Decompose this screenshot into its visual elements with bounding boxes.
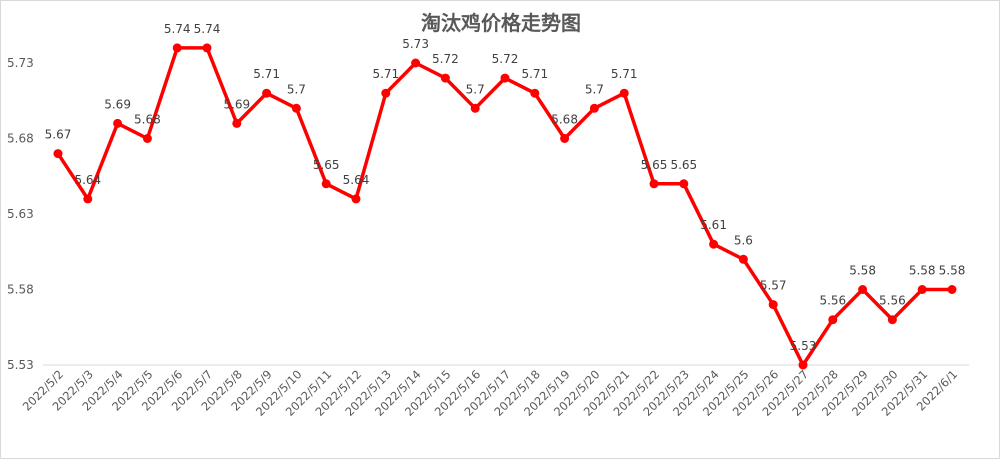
data-label: 5.58 [849, 264, 876, 278]
data-point [560, 134, 570, 143]
data-label: 5.64 [343, 173, 370, 187]
data-label: 5.65 [313, 158, 340, 172]
data-label: 5.68 [134, 113, 161, 127]
data-point [202, 43, 212, 53]
data-label: 5.71 [611, 67, 638, 81]
data-point [738, 254, 748, 264]
data-point [232, 118, 242, 128]
data-label: 5.71 [521, 67, 548, 81]
data-label: 5.74 [164, 22, 191, 36]
data-label: 5.69 [223, 97, 250, 111]
data-point [83, 194, 93, 204]
data-label: 5.74 [194, 22, 221, 36]
data-point [828, 315, 838, 325]
data-label: 5.65 [641, 158, 668, 172]
data-label: 5.64 [74, 173, 101, 187]
data-point [619, 88, 629, 98]
data-label: 5.58 [939, 264, 966, 278]
data-label: 5.57 [760, 279, 787, 293]
data-point [887, 315, 897, 325]
data-point [649, 179, 659, 189]
data-label: 5.71 [372, 67, 399, 81]
data-point [113, 118, 123, 128]
y-tick-label: 5.53 [7, 358, 34, 372]
y-tick-label: 5.68 [7, 132, 34, 146]
data-label: 5.71 [253, 67, 280, 81]
data-label: 5.72 [432, 52, 459, 66]
data-label: 5.73 [402, 37, 429, 51]
data-point [470, 103, 480, 113]
data-point [351, 194, 361, 204]
data-point [530, 88, 540, 98]
data-label: 5.53 [790, 339, 817, 353]
data-point [768, 300, 778, 310]
data-label: 5.6 [734, 233, 753, 247]
data-label: 5.61 [700, 218, 727, 232]
data-label: 5.72 [492, 52, 519, 66]
data-label: 5.7 [466, 82, 485, 96]
y-tick-label: 5.63 [7, 207, 34, 221]
data-label: 5.56 [819, 294, 846, 308]
data-point [321, 179, 331, 189]
data-point [291, 103, 301, 113]
data-label: 5.58 [909, 264, 936, 278]
data-point [262, 88, 272, 98]
data-point [589, 103, 599, 113]
y-tick-label: 5.73 [7, 56, 34, 70]
data-label: 5.7 [585, 82, 604, 96]
data-point [142, 134, 152, 143]
y-tick-label: 5.58 [7, 283, 34, 297]
data-point [917, 285, 927, 294]
series-line [56, 46, 954, 367]
data-point [500, 73, 510, 83]
data-point [858, 285, 868, 294]
data-point [381, 88, 391, 98]
chart-title: 淘汰鸡价格走势图 [421, 11, 581, 35]
data-point [172, 43, 182, 53]
data-point [411, 58, 421, 68]
data-point [440, 73, 450, 83]
data-label: 5.7 [287, 82, 306, 96]
data-label: 5.68 [551, 113, 578, 127]
data-label: 5.56 [879, 294, 906, 308]
data-label: 5.69 [104, 97, 131, 111]
data-point [798, 360, 808, 370]
data-point [53, 149, 63, 159]
data-label: 5.67 [45, 128, 72, 142]
data-point [709, 239, 719, 249]
data-label: 5.65 [670, 158, 697, 172]
data-point [947, 285, 957, 294]
data-point [679, 179, 689, 189]
